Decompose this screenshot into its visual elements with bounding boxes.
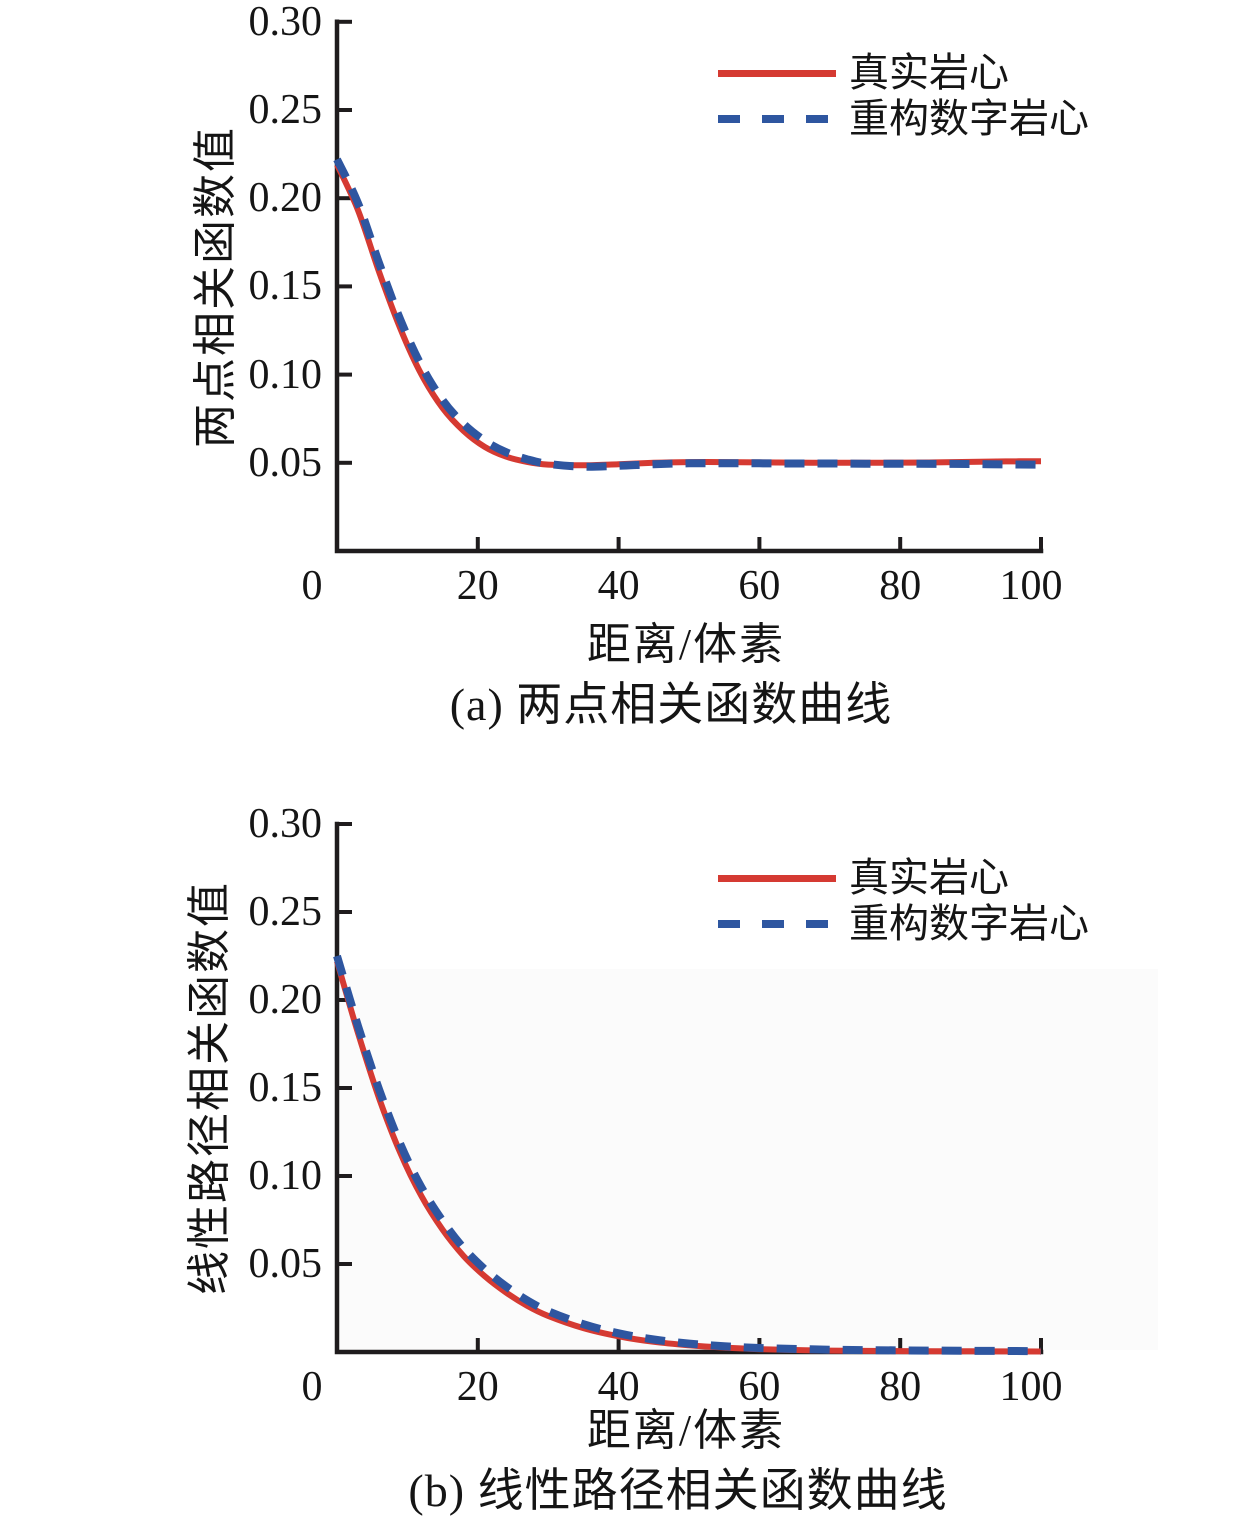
y-tick-label: 0.05 <box>248 439 323 486</box>
background-band <box>339 969 1158 1350</box>
dashed-line-icon <box>718 115 836 123</box>
legend-item-reconstructed-core: 重构数字岩心 <box>718 96 1089 142</box>
y-tick-label: 0.30 <box>248 0 323 45</box>
x-tick-label: 60 <box>738 563 781 609</box>
legend-item-reconstructed-core: 重构数字岩心 <box>718 901 1089 947</box>
x-tick-label: 60 <box>738 1364 781 1410</box>
legend-item-real-core: 真实岩心 <box>718 50 1089 96</box>
x-axis-label-a: 距离/体素 <box>586 620 786 669</box>
y-tick-label: 0.05 <box>248 1241 323 1287</box>
y-tick-label: 0.15 <box>248 263 323 310</box>
x-tick-label: 40 <box>597 1364 640 1410</box>
x-tick-label: 20 <box>456 563 499 609</box>
legend-b: 真实岩心 重构数字岩心 <box>718 855 1089 947</box>
legend-label-reconstructed-core: 重构数字岩心 <box>849 96 1089 141</box>
x-tick-label: 100 <box>999 1364 1063 1410</box>
x-tick-label: 80 <box>879 1364 922 1410</box>
solid-line-icon <box>718 69 836 77</box>
x-tick-label: 100 <box>999 563 1063 609</box>
caption-b: (b) 线性路径相关函数曲线 <box>408 1465 948 1516</box>
legend-label-real-core: 真实岩心 <box>849 50 1009 95</box>
x-axis-label-b: 距离/体素 <box>586 1406 786 1455</box>
solid-line-icon <box>718 874 836 882</box>
series-a-reconstructed-core <box>333 157 1042 471</box>
y-tick-label: 0.10 <box>248 351 323 398</box>
x-tick-label: 80 <box>879 563 922 609</box>
y-tick-label: 0.20 <box>248 175 323 222</box>
y-tick-label: 0.20 <box>248 977 323 1023</box>
x-tick-label: 0 <box>301 563 323 609</box>
x-tick-label: 40 <box>597 563 640 609</box>
legend-item-real-core: 真实岩心 <box>718 855 1089 901</box>
y-tick-label: 0.30 <box>248 801 323 847</box>
legend-label-reconstructed-core: 重构数字岩心 <box>849 901 1089 946</box>
x-tick-label: 0 <box>301 1364 323 1410</box>
y-tick-label: 0.25 <box>248 87 323 133</box>
legend-label-real-core: 真实岩心 <box>849 855 1009 900</box>
legend-a: 真实岩心 重构数字岩心 <box>718 50 1089 142</box>
y-tick-label: 0.15 <box>248 1065 323 1111</box>
dashed-line-icon <box>718 920 836 928</box>
series-a-real-core <box>334 163 1042 469</box>
series-b-reconstructed-core <box>333 954 1042 1356</box>
y-tick-label: 0.25 <box>248 889 323 935</box>
x-tick-label: 20 <box>456 1364 499 1410</box>
caption-a: (a) 两点相关函数曲线 <box>449 679 893 730</box>
y-tick-label: 0.10 <box>248 1153 323 1199</box>
